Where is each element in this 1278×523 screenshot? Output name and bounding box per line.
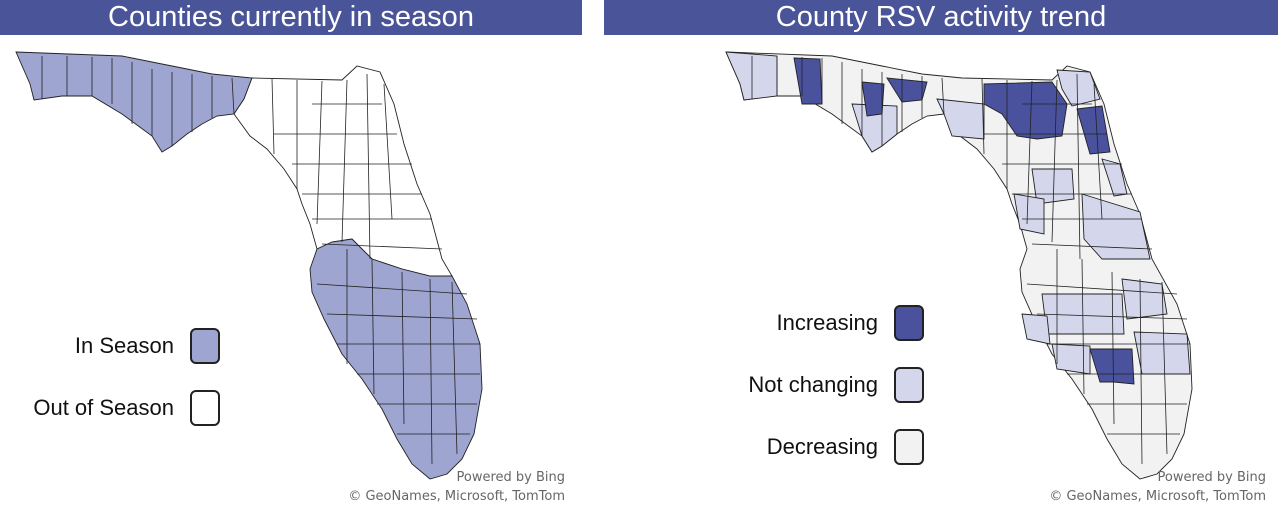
county-not-changing-k <box>1021 313 1051 345</box>
map-credit-attribution: © GeoNames, Microsoft, TomTom <box>348 489 565 504</box>
legend-label-decreasing: Decreasing <box>766 434 878 459</box>
map-credit-attribution-trend: © GeoNames, Microsoft, TomTom <box>1049 489 1266 504</box>
county-not-changing-m <box>1051 343 1091 375</box>
legend-swatch-increasing <box>894 305 924 341</box>
in-season-title: Counties currently in season <box>0 0 582 35</box>
county-not-changing-h <box>1081 193 1151 260</box>
legend-in-season: In Season <box>20 328 220 364</box>
legend-increasing: Increasing <box>644 305 924 341</box>
county-not-changing-i <box>1121 278 1168 320</box>
legend-label-in-season: In Season <box>74 333 174 358</box>
legend-label-not-changing: Not changing <box>748 372 878 397</box>
county-not-changing-a <box>725 51 778 101</box>
county-increasing-e <box>1076 105 1111 155</box>
county-not-changing-g <box>1013 193 1045 235</box>
south-florida-region <box>309 238 483 480</box>
panhandle-west-region <box>15 51 253 153</box>
in-season-panel: Counties currently in season In Season O… <box>0 0 600 523</box>
county-not-changing-l <box>1133 331 1191 375</box>
legend-out-of-season: Out of Season <box>0 390 220 426</box>
legend-not-changing: Not changing <box>644 367 924 403</box>
rsv-trend-title: County RSV activity trend <box>604 0 1278 35</box>
county-increasing-f <box>1089 348 1135 385</box>
rsv-trend-map <box>725 51 1193 480</box>
legend-label-out-of-season: Out of Season <box>33 395 174 420</box>
legend-swatch-not-changing <box>894 367 924 403</box>
county-not-changing-e <box>1031 168 1075 205</box>
in-season-map <box>15 51 483 480</box>
map-credit-powered-trend: Powered by Bing <box>1157 470 1266 485</box>
map-credit-powered: Powered by Bing <box>456 470 565 485</box>
county-not-changing-c <box>936 98 985 140</box>
rsv-trend-panel: County RSV activity trend Increasi <box>604 0 1278 523</box>
legend-swatch-in-season <box>190 328 220 364</box>
legend-decreasing: Decreasing <box>644 429 924 465</box>
county-boundaries <box>41 56 480 465</box>
county-increasing-a <box>793 57 823 105</box>
legend-swatch-out-of-season <box>190 390 220 426</box>
county-boundaries-trend <box>751 56 1190 465</box>
legend-swatch-decreasing <box>894 429 924 465</box>
legend-label-increasing: Increasing <box>776 310 878 335</box>
county-not-changing-d <box>1056 69 1101 107</box>
